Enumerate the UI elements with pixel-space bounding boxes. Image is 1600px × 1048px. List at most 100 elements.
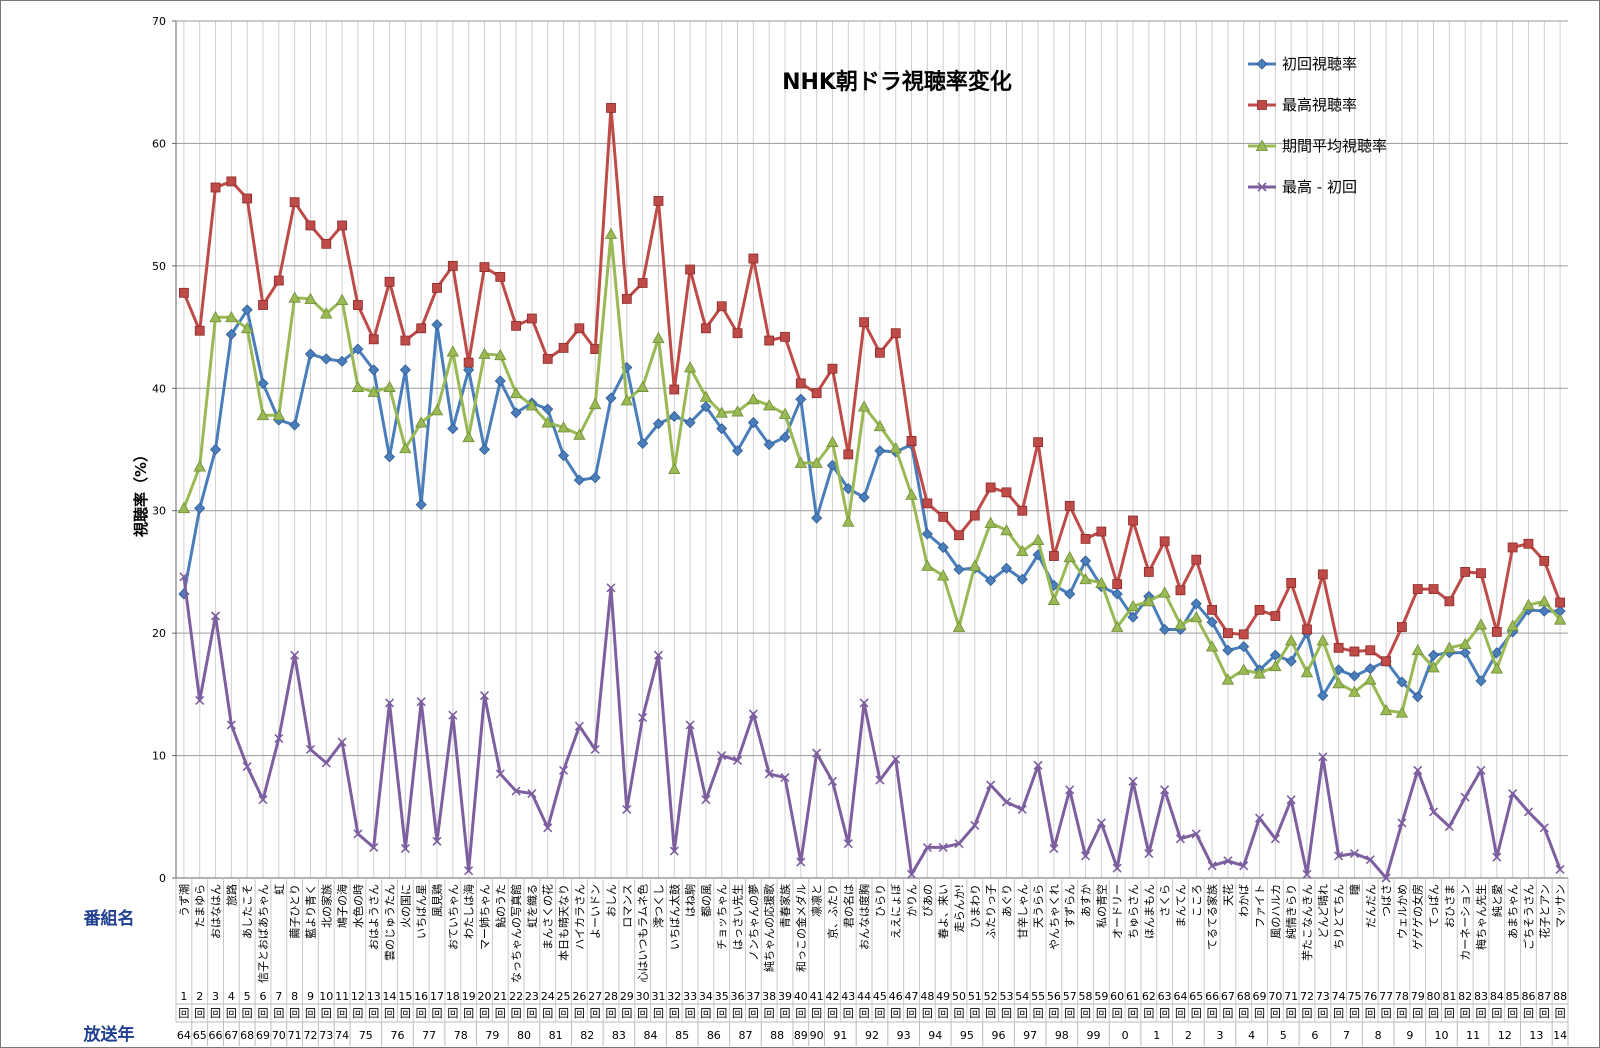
data-point [447, 260, 458, 271]
year-label: 86 [707, 1029, 721, 1042]
program-name-label: 本日も晴天なり [557, 884, 571, 961]
data-point [399, 364, 411, 376]
year-label: 82 [580, 1029, 594, 1042]
data-point [289, 197, 300, 208]
legend-entry: 期間平均視聴率 [1248, 137, 1387, 155]
episode-suffix-label: 回 [700, 1007, 711, 1020]
episode-suffix-label: 回 [337, 1007, 348, 1020]
data-point [622, 804, 632, 815]
data-point [811, 512, 823, 524]
legend-entry: 初回視聴率 [1248, 55, 1357, 73]
year-label: 83 [612, 1029, 626, 1042]
episode-number-label: 6 [260, 990, 267, 1003]
program-name-label: あすか [1080, 884, 1093, 917]
data-point [1538, 605, 1550, 617]
data-point [241, 304, 253, 316]
data-point [1017, 804, 1027, 815]
episode-suffix-label: 回 [764, 1007, 775, 1020]
data-point [1348, 685, 1361, 697]
data-point [1142, 594, 1155, 607]
data-point [495, 271, 506, 282]
episode-number-label: 27 [588, 990, 602, 1003]
data-point [889, 441, 902, 454]
data-point [858, 491, 870, 503]
data-point [1190, 598, 1202, 610]
program-name-label: 鮎のうた [493, 884, 507, 928]
data-point [1522, 598, 1535, 610]
episode-suffix-label: 回 [1507, 1007, 1518, 1020]
data-point [1079, 555, 1092, 567]
data-point [653, 196, 664, 206]
year-label: 85 [675, 1029, 689, 1042]
data-point [511, 320, 521, 331]
episode-suffix-label: 回 [1128, 1007, 1139, 1020]
data-point [1064, 500, 1075, 511]
data-point [574, 721, 584, 731]
data-point [179, 572, 189, 582]
y-axis-label: 視聴率（%） [132, 447, 150, 538]
program-name-label: おひさま [1443, 884, 1456, 928]
episode-number-label: 51 [968, 990, 982, 1003]
episode-number-label: 36 [731, 990, 745, 1003]
data-point [256, 408, 270, 421]
year-label: 11 [1466, 1029, 1480, 1042]
episode-number-label: 60 [1110, 990, 1124, 1003]
data-point [1444, 822, 1454, 832]
data-point [1000, 523, 1013, 536]
data-point [1443, 641, 1456, 653]
data-point [1411, 643, 1424, 656]
program-name-label: ちりとてちん [1333, 884, 1346, 950]
data-point [1080, 533, 1091, 544]
episode-number-label: 13 [367, 990, 381, 1003]
program-name-label: 走らんか! [953, 884, 966, 932]
episode-number-label: 66 [1205, 990, 1219, 1003]
data-point [636, 380, 649, 392]
data-point [638, 713, 648, 723]
data-point [605, 392, 617, 404]
program-name-label: ひまわり [969, 884, 982, 928]
program-name-label: だんだん [1364, 884, 1377, 928]
data-point [701, 795, 711, 805]
data-point [1064, 588, 1076, 600]
data-point [732, 755, 743, 766]
data-point [1031, 533, 1045, 545]
episode-number-label: 57 [1063, 990, 1077, 1003]
episode-number-label: 65 [1189, 990, 1203, 1003]
data-point [985, 574, 997, 587]
data-point [1285, 634, 1298, 646]
data-point [1016, 544, 1029, 557]
data-point [1175, 585, 1186, 596]
data-point [905, 488, 918, 500]
data-point [1553, 613, 1567, 625]
episode-number-label: 35 [715, 990, 729, 1003]
data-point [463, 364, 475, 376]
data-point [511, 786, 521, 796]
program-name-label: 甘辛しゃん [1015, 884, 1029, 939]
data-point [906, 869, 917, 879]
data-point [795, 393, 807, 405]
data-point [495, 769, 505, 779]
episode-number-label: 45 [873, 990, 887, 1003]
data-point [258, 795, 268, 805]
episode-number-label: 56 [1047, 990, 1061, 1003]
data-point [1476, 568, 1486, 579]
data-point [1270, 611, 1281, 621]
data-point [748, 709, 758, 719]
program-name-label: ノンちゃんの夢 [747, 884, 760, 961]
data-point [764, 769, 774, 779]
data-point [336, 355, 348, 367]
category-table: うず潮 たまゆら おはなはん 旅路 あしたこそ 信子とおばあちゃん虹繭子ひとり 藍より青く北… [175, 878, 1569, 1046]
episode-suffix-label: 回 [1017, 1007, 1028, 1020]
program-name-label: 旅路 [224, 884, 238, 906]
legend-label: 期間平均視聴率 [1282, 137, 1387, 155]
data-point [177, 501, 191, 514]
episode-suffix-label: 回 [1143, 1007, 1154, 1020]
year-label: 6 [1311, 1029, 1318, 1042]
data-point [954, 839, 964, 849]
data-point [1191, 554, 1202, 565]
program-name-label: ハイカラさん [573, 884, 586, 950]
program-name-label: いちばん星 [415, 884, 428, 939]
year-label: 71 [288, 1029, 302, 1042]
data-point [557, 450, 570, 462]
episode-number-label: 74 [1332, 990, 1346, 1003]
